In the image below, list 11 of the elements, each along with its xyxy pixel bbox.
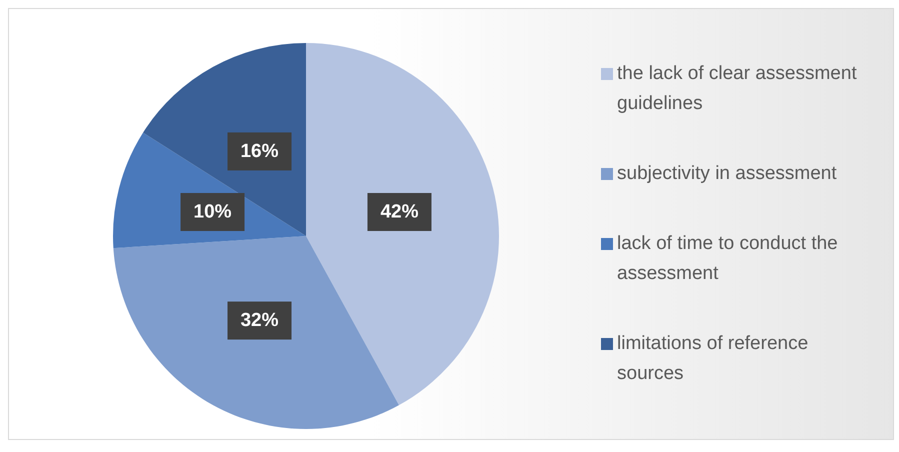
legend-label: subjectivity in assessment [617,162,838,186]
data-label: 32% [240,310,279,332]
legend-label: the lack of clear assessment guidelines [617,62,858,116]
data-label: 10% [194,202,232,222]
pie-slice [143,43,306,236]
legend-label: limitations of reference sources [617,332,810,386]
pie-slice [306,43,499,406]
data-label: 42% [380,202,419,222]
data-label: 16% [240,140,279,162]
legend-label: lack of time to conduct the assessment [617,232,839,286]
pie-slice [113,236,399,429]
